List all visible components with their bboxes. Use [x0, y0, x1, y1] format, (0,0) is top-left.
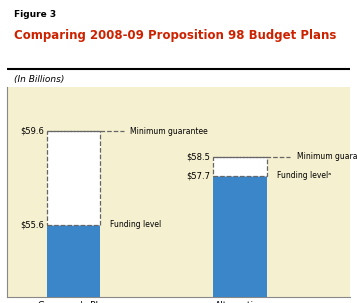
Text: $59.6: $59.6 [20, 127, 44, 136]
Text: Funding levelᵃ: Funding levelᵃ [277, 171, 331, 180]
Bar [47, 131, 100, 225]
Text: Figure 3: Figure 3 [14, 10, 56, 19]
Text: Comparing 2008-09 Proposition 98 Budget Plans: Comparing 2008-09 Proposition 98 Budget … [14, 29, 336, 42]
Text: (In Billions): (In Billions) [14, 75, 64, 84]
Text: $55.6: $55.6 [20, 220, 44, 229]
Bar [213, 175, 267, 297]
Text: $4 Billion
Suspension: $4 Billion Suspension [54, 171, 94, 185]
Text: $57.7: $57.7 [186, 171, 210, 180]
Text: Minimum guarantee: Minimum guarantee [130, 127, 208, 136]
Text: Minimum guarantee: Minimum guarantee [297, 152, 357, 161]
Bar [213, 157, 267, 175]
Text: $58.5: $58.5 [186, 152, 210, 161]
Text: Funding level: Funding level [110, 220, 161, 229]
Bar [47, 225, 100, 297]
Text: $800M
Suspension: $800M Suspension [220, 159, 260, 173]
